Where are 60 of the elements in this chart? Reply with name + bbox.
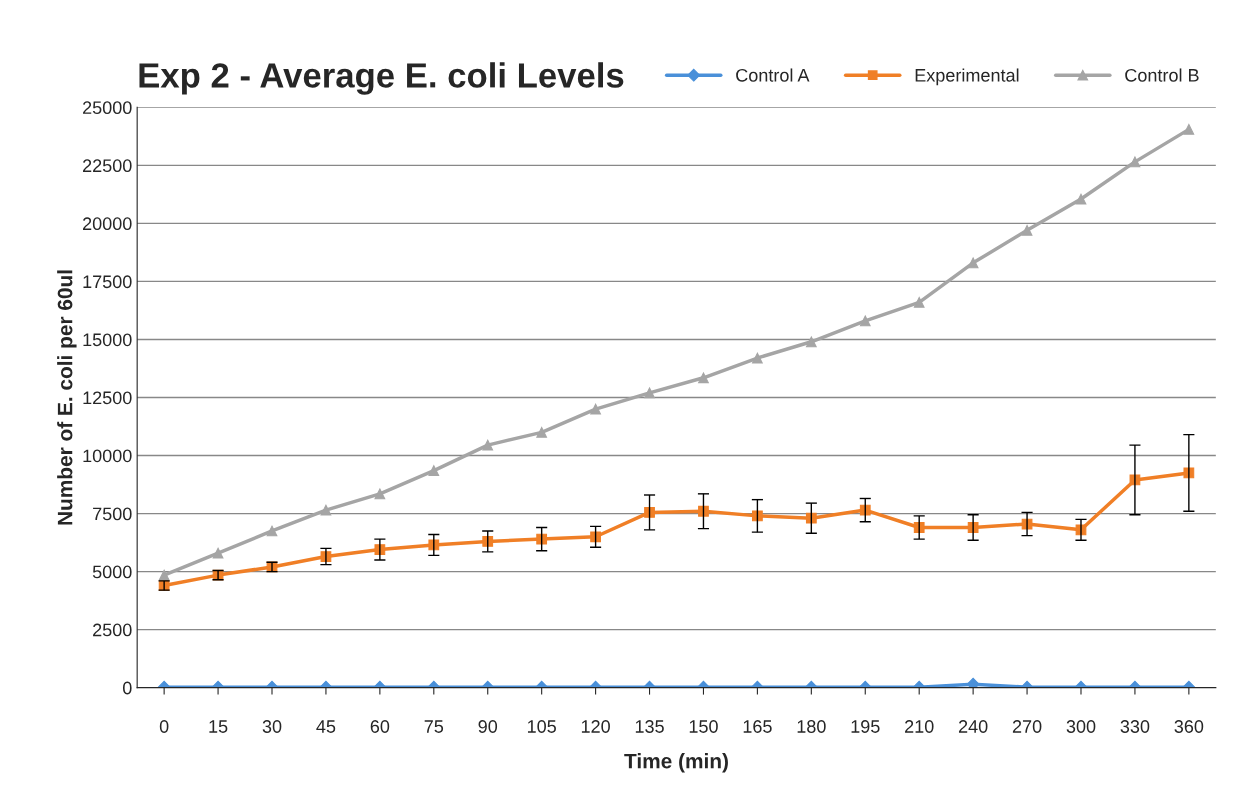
y-tick-label: 20000 (83, 217, 132, 231)
point (752, 352, 763, 364)
point (428, 465, 440, 476)
x-tick-label: 330 (1120, 720, 1150, 733)
point (859, 315, 871, 327)
point (698, 505, 709, 517)
point (590, 531, 601, 543)
x-tick-label: 60 (370, 720, 390, 733)
legend-label: Control A (736, 68, 810, 82)
point (158, 569, 170, 581)
x-tick-label: 240 (958, 720, 988, 733)
point (805, 336, 817, 348)
point (590, 403, 601, 415)
point (320, 504, 332, 516)
point (805, 512, 817, 524)
point (482, 536, 494, 547)
x-tick-label: 195 (851, 720, 880, 733)
x-tick-label: 300 (1066, 720, 1096, 733)
x-tick-label: 120 (581, 720, 610, 733)
x-tick-label: 30 (262, 720, 282, 733)
point (212, 547, 224, 559)
y-tick-label: 15000 (83, 333, 132, 347)
x-tick-label: 90 (478, 720, 498, 733)
y-tick-label: 7500 (93, 507, 132, 521)
point (698, 372, 709, 384)
point (644, 387, 655, 399)
x-tick-label: 0 (159, 720, 169, 733)
x-axis-title: Time (min) (624, 753, 728, 773)
point (374, 488, 386, 500)
x-tick-label: 45 (316, 720, 336, 733)
point (913, 522, 925, 533)
y-tick-label: 5000 (92, 565, 132, 579)
point (913, 296, 925, 308)
x-tick-label: 210 (905, 720, 934, 733)
x-tick-label: 150 (689, 720, 718, 733)
x-tick-label: 180 (797, 720, 826, 733)
x-tick-label: 165 (743, 720, 772, 733)
y-tick-label: 0 (122, 681, 132, 695)
y-tick-label: 22500 (83, 159, 132, 173)
legend-label: Control B (1125, 68, 1199, 82)
legend-label: Experimental (915, 68, 1019, 86)
x-tick-label: 270 (1012, 720, 1042, 733)
x-tick-label: 105 (527, 720, 556, 733)
y-tick-label: 2500 (93, 623, 132, 637)
point (644, 507, 655, 518)
x-tick-label: 360 (1174, 720, 1204, 733)
y-axis-title: Number of E. coli per 60ul (57, 270, 77, 525)
x-tick-label: 75 (424, 720, 444, 733)
point (967, 257, 979, 269)
point (266, 525, 278, 537)
y-tick-label: 17500 (83, 275, 132, 289)
y-tick-label: 10000 (83, 449, 132, 463)
y-tick-label: 12500 (83, 391, 132, 405)
y-tick-label: 25000 (83, 101, 132, 115)
chart-title: Exp 2 - Average E. coli Levels (139, 62, 624, 95)
point (966, 677, 980, 688)
point (482, 439, 494, 451)
x-tick-label: 135 (635, 720, 664, 733)
x-tick-label: 15 (209, 720, 228, 733)
point (536, 426, 548, 438)
